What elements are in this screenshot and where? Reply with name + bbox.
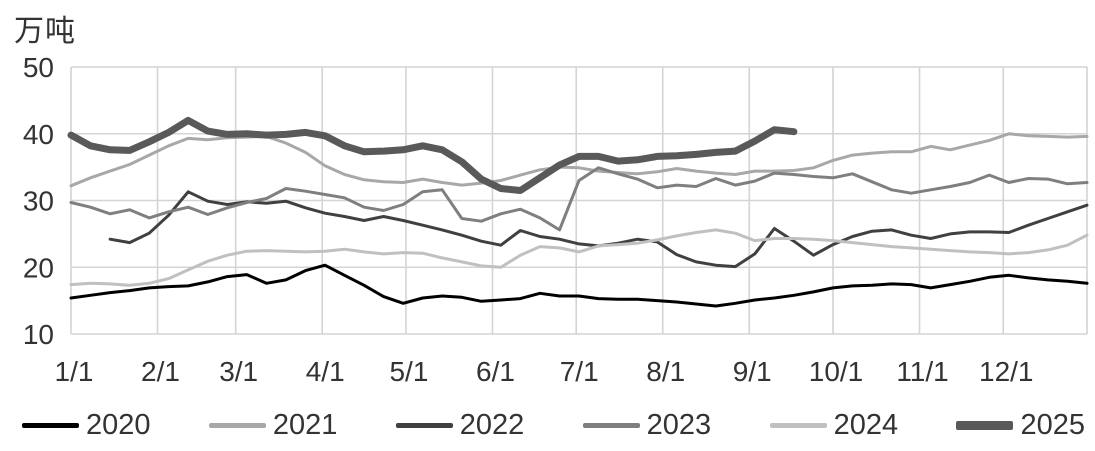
legend-swatch-2025 [956,420,1014,430]
legend-label: 2020 [86,408,151,441]
legend-swatch-2024 [769,422,827,428]
y-axis-unit-label: 万吨 [14,15,76,48]
legend-label: 2021 [272,408,338,441]
x-axis-tick-label: 4/1 [306,356,345,387]
x-axis-tick-label: 8/1 [646,356,685,387]
series-line-2020 [69,263,1089,308]
y-axis-tick-label: 20 [23,252,54,283]
y-axis-tick-label: 30 [23,186,54,217]
x-axis-tick-label: 2/1 [141,356,180,387]
legend-swatch-2023 [582,422,640,428]
x-axis-tick-label: 7/1 [560,356,599,387]
x-axis-tick-label: 9/1 [733,356,772,387]
legend-label: 2024 [833,408,899,441]
series-line-2024 [69,228,1089,287]
x-axis-tick-label: 11/1 [896,356,948,387]
series-line-2025 [67,116,798,194]
x-axis-tick-label: 10/1 [809,356,864,387]
legend-swatch-2022 [395,422,453,428]
y-axis-tick-label: 10 [23,319,54,350]
series-line-2022 [108,190,1089,269]
y-axis-tick-label: 50 [23,52,54,83]
legend-item-2023: 2023 [582,408,712,442]
x-axis-tick-label: 12/1 [979,356,1034,387]
legend-swatch-2021 [208,422,266,428]
legend-item-2020: 2020 [22,409,151,442]
x-axis-tick-label: 3/1 [219,356,258,387]
y-axis-tick-label: 40 [23,119,54,150]
legend-label: 2023 [646,408,712,441]
chart-legend: 2020 2021 2022 2023 2024 2025 [22,404,1085,446]
legend-swatch-2020 [22,422,79,428]
legend-item-2025: 2025 [956,409,1085,442]
series-line-2023 [69,166,1089,232]
legend-item-2024: 2024 [769,408,899,442]
legend-label: 2025 [1020,408,1085,441]
legend-item-2021: 2021 [208,408,338,442]
x-axis-tick-label: 6/1 [476,356,515,387]
x-axis-tick-label: 1/1 [55,356,94,387]
legend-label: 2022 [459,408,525,441]
x-axis-tick-label: 5/1 [389,356,428,387]
legend-item-2022: 2022 [395,408,525,442]
